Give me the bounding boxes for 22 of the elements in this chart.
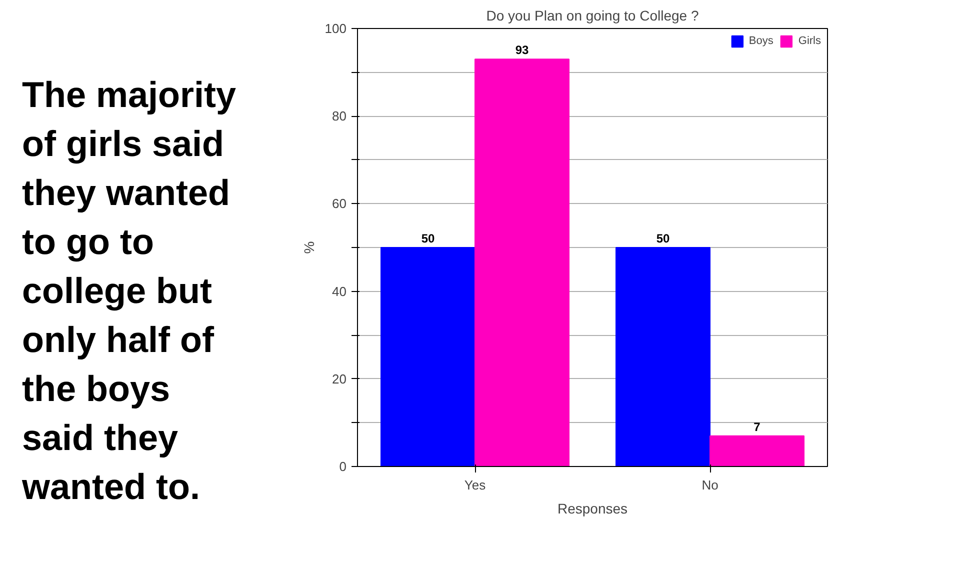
legend-label: Boys	[748, 35, 774, 47]
data-label: 50	[656, 232, 670, 246]
y-tick-label: 60	[332, 196, 347, 212]
data-label: 93	[515, 43, 529, 58]
chart-title: Do you Plan on going to College ?	[486, 8, 699, 24]
text: The majority of girls said they wanted to go to college but only half of the boys said they wanted to.	[22, 74, 236, 507]
y-tick-label: 80	[332, 108, 347, 124]
data-label: 50	[421, 232, 435, 246]
y-tick-label: 40	[332, 284, 347, 299]
legend-label: Girls	[798, 35, 821, 47]
y-tick-label: 20	[332, 371, 347, 386]
bar	[710, 435, 804, 466]
y-tick-label: 0	[339, 459, 347, 474]
bar	[380, 247, 476, 466]
bar	[474, 58, 570, 466]
x-axis-title: Responses	[557, 500, 628, 516]
x-tick-label: Yes	[464, 478, 486, 492]
x-tick-label: No	[702, 478, 718, 492]
y-tick-label: 100	[324, 21, 347, 36]
bar	[616, 247, 710, 466]
y-axis-title: %	[300, 241, 317, 254]
data-label: 7	[754, 420, 761, 434]
